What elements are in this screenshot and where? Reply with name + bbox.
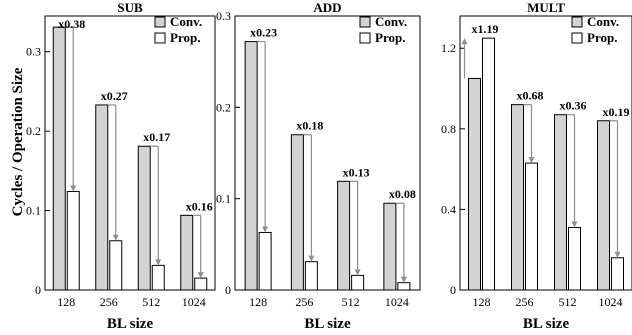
ratio-label: x0.68 (517, 89, 544, 103)
chart-panel-mult: MULT 0 0.4 0.8 1.2 BL size x1.19 128 x0.68 256 x0.… (441, 0, 632, 332)
prop-bar (66, 191, 80, 291)
conv-bar (383, 202, 397, 291)
x-tick-label: 1024 (385, 295, 409, 309)
prop-bar (151, 264, 165, 291)
legend-label: Prop. (375, 30, 405, 45)
x-tick-label: 256 (295, 295, 313, 309)
chart-panel-sub: SUB 0 0.1 0.2 0.3 BL size x0.38 128 x0.27 256 x0.1… (26, 0, 216, 332)
ratio-arrow-head (461, 38, 468, 45)
ratio-arrow-head (400, 276, 407, 283)
shared-y-axis-title: Cycles / Operation Size (10, 67, 26, 216)
plot-frame (234, 15, 421, 291)
panel-title: ADD (313, 0, 341, 15)
legend-swatch (571, 16, 583, 28)
ratio-label: x0.19 (603, 105, 630, 119)
ratio-label: x0.17 (143, 130, 170, 144)
x-axis-title: BL size (523, 316, 570, 332)
legend-label: Conv. (170, 14, 202, 29)
ratio-label: x0.38 (58, 17, 85, 31)
conv-bar (597, 120, 610, 291)
x-tick-label: 256 (516, 295, 534, 309)
conv-bar (468, 77, 481, 291)
ratio-arrow-head (571, 221, 578, 228)
conv-bar (52, 26, 66, 291)
panel-title: SUB (117, 0, 143, 15)
conv-bar (95, 104, 109, 291)
ratio-label: x0.27 (101, 89, 128, 103)
y-tick-label: 0.4 (441, 202, 456, 216)
y-tick-label: 0 (450, 283, 456, 297)
ratio-arrow-head (614, 251, 621, 258)
y-tick-label: 0 (35, 283, 41, 297)
y-tick-label: 0.2 (216, 100, 231, 114)
x-tick-label: 256 (100, 295, 118, 309)
y-tick-label: 1.2 (441, 41, 456, 55)
ratio-label: x0.16 (186, 199, 213, 213)
y-tick-label: 0 (225, 283, 231, 297)
ratio-label: x0.23 (250, 26, 277, 40)
x-tick-label: 1024 (599, 295, 623, 309)
x-tick-label: 512 (342, 295, 360, 309)
conv-bar (511, 104, 524, 291)
x-tick-label: 512 (559, 295, 577, 309)
legend-label: Conv. (587, 14, 619, 29)
ratio-arrow-head (528, 157, 535, 164)
ratio-arrow-head (155, 259, 162, 266)
legend-swatch (571, 32, 583, 44)
prop-bar (397, 282, 411, 291)
prop-bar (258, 231, 272, 291)
ratio-label: x0.13 (343, 165, 370, 179)
y-tick-label: 0.2 (26, 124, 41, 138)
y-tick-label: 0.8 (441, 122, 456, 136)
prop-bar (568, 227, 581, 291)
legend-label: Prop. (587, 30, 617, 45)
legend-swatch (359, 32, 371, 44)
y-tick-label: 0.3 (216, 9, 231, 23)
ratio-arrow-head (354, 269, 361, 276)
prop-bar (304, 261, 318, 291)
plot-frame (44, 15, 216, 291)
conv-bar (244, 41, 258, 291)
x-tick-label: 128 (57, 295, 75, 309)
legend-swatch (154, 16, 166, 28)
conv-bar (337, 180, 351, 291)
ratio-arrow-head (70, 185, 77, 192)
legend-label: Conv. (375, 14, 407, 29)
ratio-label: x0.18 (296, 119, 323, 133)
y-tick-label: 0.1 (26, 204, 41, 218)
panel-title: MULT (527, 0, 565, 15)
x-tick-label: 1024 (182, 295, 206, 309)
ratio-label: x1.19 (472, 22, 499, 36)
ratio-arrow-head (197, 272, 204, 279)
x-axis-title: BL size (304, 316, 351, 332)
ratio-label: x0.08 (389, 187, 416, 201)
ratio-label: x0.36 (560, 99, 587, 113)
conv-bar (554, 114, 567, 291)
conv-bar (290, 134, 304, 291)
prop-bar (194, 277, 208, 291)
legend-swatch (154, 32, 166, 44)
legend-label: Prop. (170, 30, 200, 45)
legend-swatch (359, 16, 371, 28)
conv-bar (137, 145, 151, 291)
chart-panels: SUB 0 0.1 0.2 0.3 BL size x0.38 128 x0.27 256 x0.1… (26, 0, 632, 332)
chart-panel-add: ADD 0 0.1 0.2 0.3 BL size x0.23 128 x0.18 256 x0.1… (216, 0, 421, 332)
prop-bar (525, 162, 538, 291)
plot-frame (459, 15, 632, 291)
prop-bar (611, 257, 624, 291)
y-tick-label: 0.1 (216, 192, 231, 206)
prop-bar (351, 274, 365, 291)
x-tick-label: 512 (142, 295, 160, 309)
ratio-arrow-head (308, 255, 315, 262)
prop-bar (109, 240, 123, 291)
x-tick-label: 128 (473, 295, 491, 309)
conv-bar (180, 214, 194, 291)
x-axis-title: BL size (107, 316, 154, 332)
prop-bar (482, 37, 495, 291)
ratio-arrow-head (262, 226, 269, 233)
x-tick-label: 128 (249, 295, 267, 309)
y-tick-label: 0.3 (26, 45, 41, 59)
ratio-arrow-head (112, 234, 119, 241)
